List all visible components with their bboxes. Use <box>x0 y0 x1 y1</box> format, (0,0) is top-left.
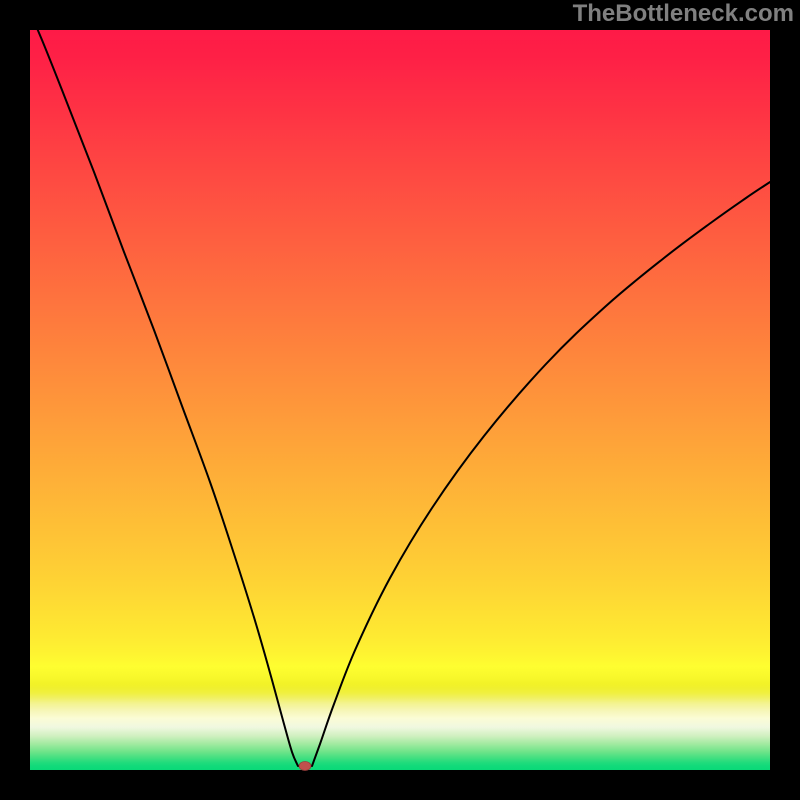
minimum-marker <box>299 762 311 771</box>
watermark-text: TheBottleneck.com <box>573 0 794 28</box>
bottleneck-chart: TheBottleneck.com <box>0 0 800 800</box>
plot-background <box>30 30 770 770</box>
chart-svg <box>0 0 800 800</box>
